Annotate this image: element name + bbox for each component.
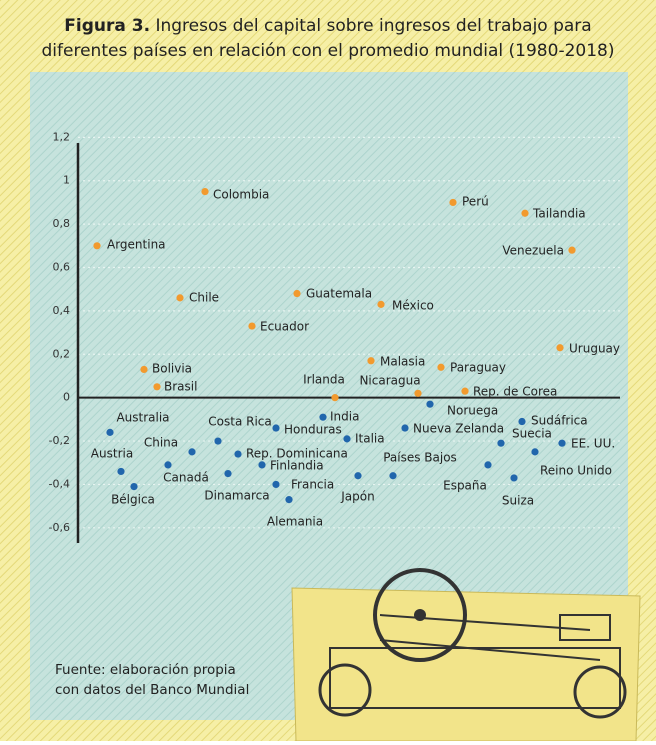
data-point bbox=[531, 448, 539, 456]
point-label: Suecia bbox=[512, 427, 552, 441]
y-tick-label: -0,2 bbox=[49, 434, 70, 447]
data-point bbox=[293, 289, 301, 298]
point-label: Malasia bbox=[380, 355, 425, 369]
point-label: Paraguay bbox=[450, 361, 506, 375]
data-point bbox=[414, 389, 422, 397]
data-point bbox=[461, 387, 469, 395]
point-label: Rep. Dominicana bbox=[246, 447, 348, 461]
point-label: Uruguay bbox=[569, 342, 620, 356]
point-label: Colombia bbox=[213, 188, 269, 202]
point-label: Rep. de Corea bbox=[473, 385, 557, 399]
machine-illustration bbox=[291, 568, 641, 742]
data-point bbox=[214, 437, 222, 445]
point-label: México bbox=[392, 299, 434, 313]
data-point bbox=[224, 469, 232, 478]
y-tick-label: 0 bbox=[63, 391, 70, 404]
data-point bbox=[426, 400, 434, 408]
data-point bbox=[234, 450, 242, 458]
point-label: Países Bajos bbox=[383, 451, 457, 465]
y-tick-label: 1 bbox=[63, 174, 70, 187]
data-point bbox=[367, 357, 375, 365]
point-label: Ecuador bbox=[260, 320, 309, 334]
data-point bbox=[484, 461, 492, 469]
data-point bbox=[117, 467, 125, 476]
point-label: Honduras bbox=[284, 423, 342, 437]
point-label: Tailandia bbox=[532, 207, 586, 221]
point-label: Nueva Zelanda bbox=[413, 422, 504, 436]
point-label: EE. UU. bbox=[571, 437, 615, 451]
point-label: Perú bbox=[462, 195, 489, 209]
data-point bbox=[437, 363, 445, 371]
data-point bbox=[401, 424, 409, 432]
data-point bbox=[319, 413, 327, 421]
data-point bbox=[497, 439, 505, 447]
point-label: Nicaragua bbox=[359, 374, 420, 388]
point-label: Japón bbox=[340, 490, 374, 504]
point-label: Italia bbox=[355, 432, 385, 446]
y-tick-label: -0,6 bbox=[49, 521, 70, 534]
data-point bbox=[258, 461, 266, 469]
data-point bbox=[568, 246, 576, 254]
data-point bbox=[130, 482, 138, 491]
y-tick-label: 0,4 bbox=[53, 304, 71, 317]
data-point bbox=[93, 242, 101, 250]
point-label: Sudáfrica bbox=[531, 414, 588, 428]
y-tick-label: 0,8 bbox=[53, 217, 71, 230]
chart-title: Figura 3. Ingresos del capital sobre ing… bbox=[64, 16, 591, 36]
data-point bbox=[153, 383, 161, 391]
point-label: Costa Rica bbox=[208, 415, 271, 429]
data-point bbox=[521, 209, 529, 217]
data-point bbox=[518, 417, 526, 426]
data-point bbox=[176, 294, 184, 302]
data-point bbox=[449, 198, 457, 207]
y-tick-label: 0,2 bbox=[53, 347, 71, 360]
point-label: China bbox=[144, 436, 178, 450]
data-point bbox=[164, 461, 172, 469]
point-label: Bolivia bbox=[152, 362, 192, 376]
point-label: Austria bbox=[91, 447, 133, 461]
data-point bbox=[343, 435, 351, 443]
data-point bbox=[272, 424, 280, 432]
data-point bbox=[140, 365, 148, 374]
data-point bbox=[377, 300, 385, 308]
point-label: Reino Unido bbox=[540, 464, 612, 478]
data-point bbox=[510, 474, 518, 482]
data-point bbox=[188, 448, 196, 456]
data-point bbox=[556, 344, 564, 352]
point-label: India bbox=[330, 410, 359, 424]
point-label: Brasil bbox=[164, 380, 197, 394]
source-note: con datos del Banco Mundial bbox=[55, 682, 249, 698]
source-note: Fuente: elaboración propia bbox=[55, 662, 236, 678]
data-point bbox=[201, 187, 209, 196]
point-label: Alemania bbox=[267, 515, 323, 529]
point-label: Noruega bbox=[447, 404, 498, 418]
point-label: Canadá bbox=[163, 471, 209, 485]
point-label: Australia bbox=[116, 411, 169, 425]
data-point bbox=[558, 439, 566, 447]
point-label: Bélgica bbox=[111, 493, 155, 507]
data-point bbox=[285, 496, 293, 504]
data-point bbox=[248, 322, 256, 330]
data-point bbox=[272, 480, 280, 489]
y-tick-label: 0,6 bbox=[53, 260, 71, 273]
data-point bbox=[331, 394, 339, 402]
point-label: Irlanda bbox=[303, 373, 345, 387]
point-label: Finlandia bbox=[270, 459, 324, 473]
point-label: España bbox=[443, 479, 487, 493]
point-label: Francia bbox=[291, 478, 334, 492]
point-label: Dinamarca bbox=[204, 489, 269, 503]
y-tick-label: -0,4 bbox=[49, 477, 70, 490]
point-label: Suiza bbox=[502, 494, 534, 508]
data-point bbox=[389, 472, 397, 480]
point-label: Argentina bbox=[107, 238, 166, 252]
data-point bbox=[354, 472, 362, 480]
point-label: Guatemala bbox=[306, 287, 372, 301]
chart-title: diferentes países en relación con el pro… bbox=[42, 41, 615, 61]
point-label: Chile bbox=[189, 291, 219, 305]
y-tick-label: 1,2 bbox=[53, 130, 71, 143]
data-point bbox=[106, 428, 114, 436]
point-label: Venezuela bbox=[502, 244, 564, 258]
